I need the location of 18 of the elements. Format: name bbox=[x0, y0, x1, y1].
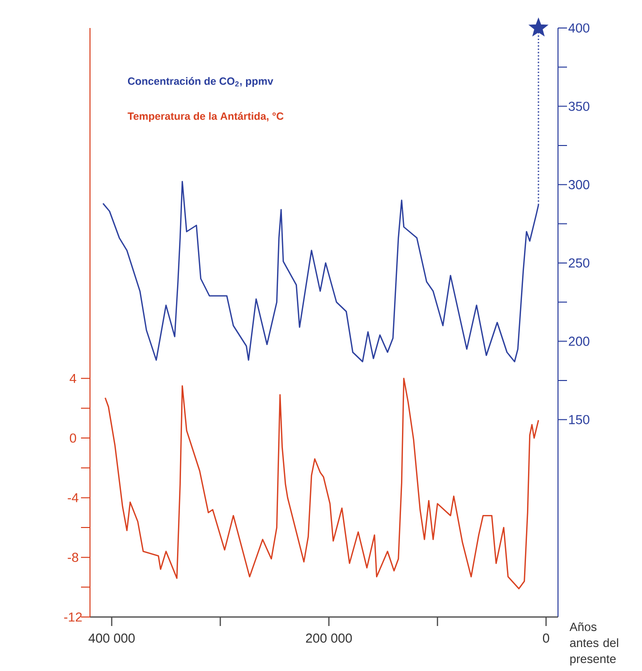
y2-tick-label: 350 bbox=[568, 102, 590, 111]
x-tick-label: 200 000 bbox=[306, 634, 352, 643]
line-series bbox=[104, 378, 540, 590]
x-axis-title: Años antes del presente bbox=[570, 622, 618, 666]
y-tick-label: 4 bbox=[70, 374, 76, 383]
y2-tick-label: 200 bbox=[568, 336, 590, 346]
y2-tick-label: 400 bbox=[568, 23, 590, 33]
y-tick-label: -4 bbox=[68, 493, 78, 502]
y2-tick-label: 150 bbox=[569, 415, 590, 424]
y-tick-label: -8 bbox=[68, 552, 78, 562]
x-tick-label: 400 000 bbox=[88, 634, 135, 643]
text: Concentración de CO$_{2}$, ppmv bbox=[128, 77, 274, 87]
y-tick-label: 0 bbox=[70, 433, 76, 443]
y2-tick-label: 300 bbox=[568, 180, 590, 190]
y-tick-label: -12 bbox=[64, 612, 82, 622]
y2-tick-label: 250 bbox=[568, 258, 590, 268]
text: Temperatura de la Antártida, °C bbox=[128, 112, 284, 122]
x-tick-label: 0 bbox=[542, 634, 550, 643]
